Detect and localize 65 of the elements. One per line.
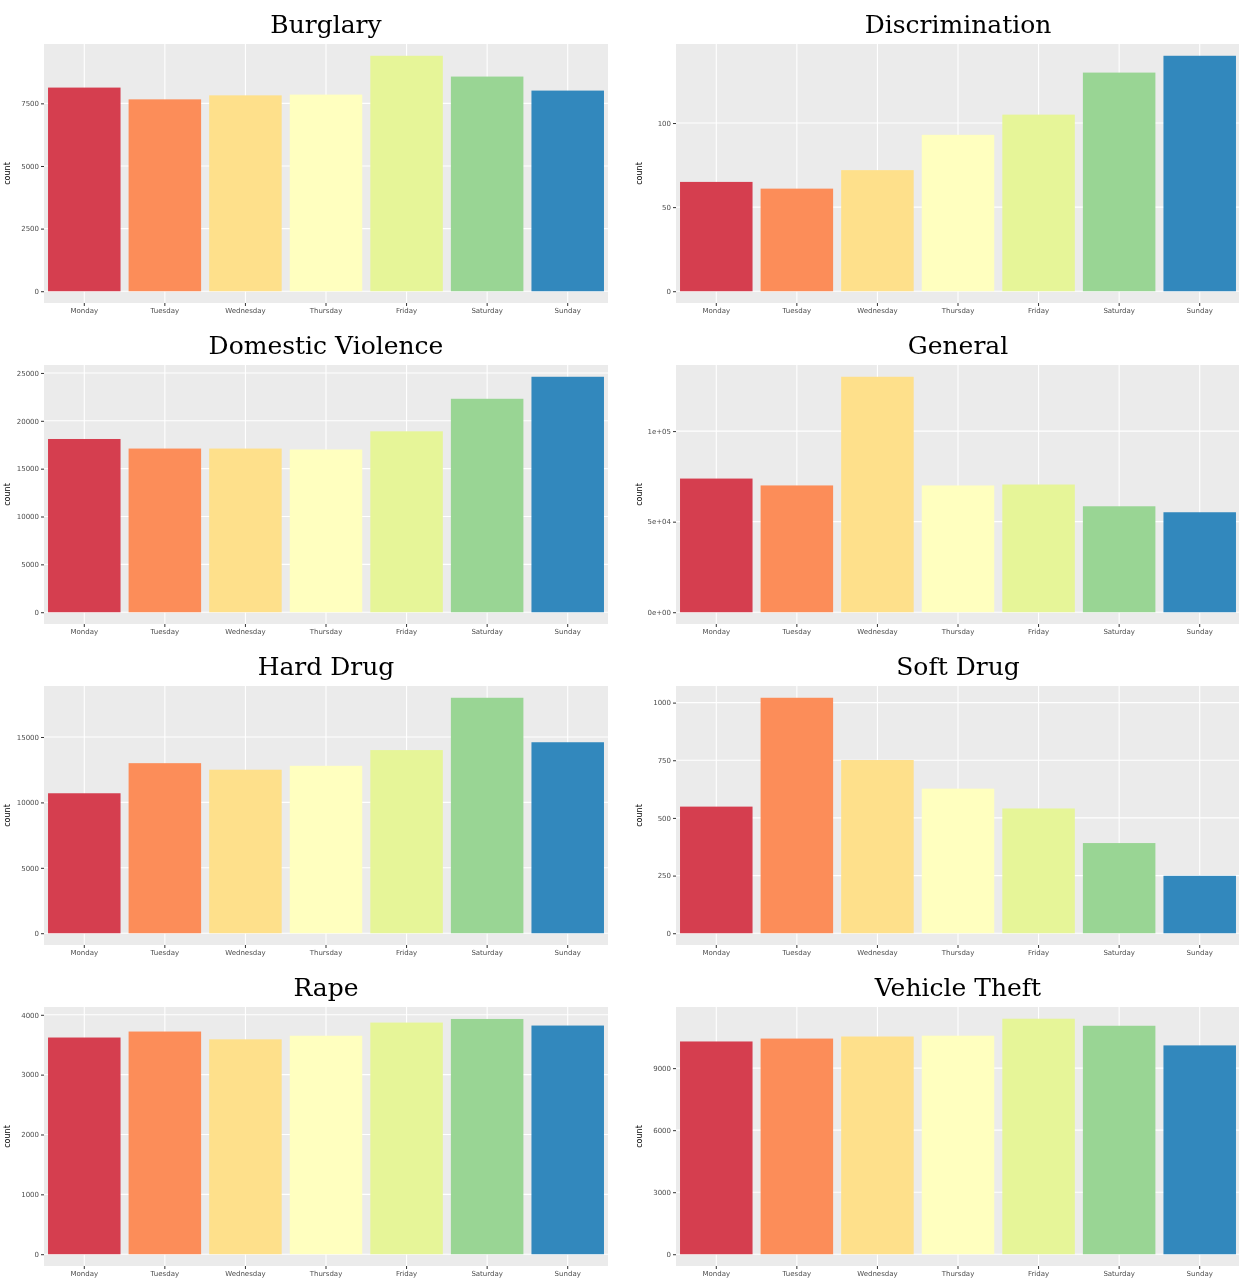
chart-title: General — [907, 331, 1009, 360]
bar — [680, 181, 753, 292]
bar — [680, 1041, 753, 1255]
bar — [1163, 55, 1236, 292]
bar — [48, 793, 121, 934]
y-axis-title: count — [635, 162, 644, 185]
bar — [760, 1038, 834, 1255]
bar — [1082, 1025, 1156, 1255]
bar — [531, 90, 604, 292]
bar — [531, 742, 604, 934]
bar — [450, 398, 524, 613]
bar — [370, 55, 443, 292]
y-axis-title: count — [3, 483, 12, 506]
bar — [680, 478, 753, 613]
bar — [921, 788, 995, 934]
bar — [760, 485, 834, 613]
bar — [128, 99, 202, 292]
bar — [1163, 875, 1236, 934]
bar — [921, 134, 995, 292]
bar — [370, 750, 443, 934]
bar — [921, 485, 995, 613]
bar — [128, 763, 202, 934]
chart-title: Domestic Violence — [208, 331, 444, 360]
chart-title: Rape — [293, 973, 359, 1002]
bar — [289, 449, 363, 613]
bar — [289, 765, 363, 934]
bar — [1002, 114, 1075, 292]
bar — [531, 376, 604, 613]
bar — [1082, 506, 1156, 613]
bar — [841, 1036, 914, 1255]
chart-title: Discrimination — [864, 10, 1052, 39]
chart-title: Burglary — [270, 10, 383, 39]
bar — [48, 438, 121, 613]
bar — [209, 448, 282, 613]
bar — [209, 95, 282, 292]
chart-title: Soft Drug — [896, 652, 1020, 681]
y-axis-title: count — [635, 1125, 644, 1148]
bar — [1163, 512, 1236, 613]
bar — [450, 76, 524, 292]
bar — [841, 376, 914, 613]
y-axis-title: count — [3, 804, 12, 827]
chart-title: Hard Drug — [257, 652, 395, 681]
bar — [48, 87, 121, 292]
bar — [128, 448, 202, 613]
bar — [760, 188, 834, 292]
bar — [370, 431, 443, 613]
bar — [209, 769, 282, 934]
bar — [1082, 843, 1156, 934]
bar — [1163, 1045, 1236, 1255]
bar — [1002, 1018, 1075, 1255]
bar — [680, 806, 753, 934]
bar — [289, 94, 363, 292]
bar — [1002, 808, 1075, 934]
bar — [1002, 484, 1075, 613]
y-axis-title: count — [635, 804, 644, 827]
y-axis-title: count — [3, 1125, 12, 1148]
y-axis-title: count — [635, 483, 644, 506]
chart-title: Vehicle Theft — [873, 973, 1042, 1002]
bar — [1082, 72, 1156, 292]
bar — [760, 697, 834, 934]
bar — [841, 170, 914, 292]
bar — [921, 1035, 995, 1255]
bar — [450, 697, 524, 934]
y-axis-title: count — [3, 162, 12, 185]
bar — [841, 760, 914, 934]
